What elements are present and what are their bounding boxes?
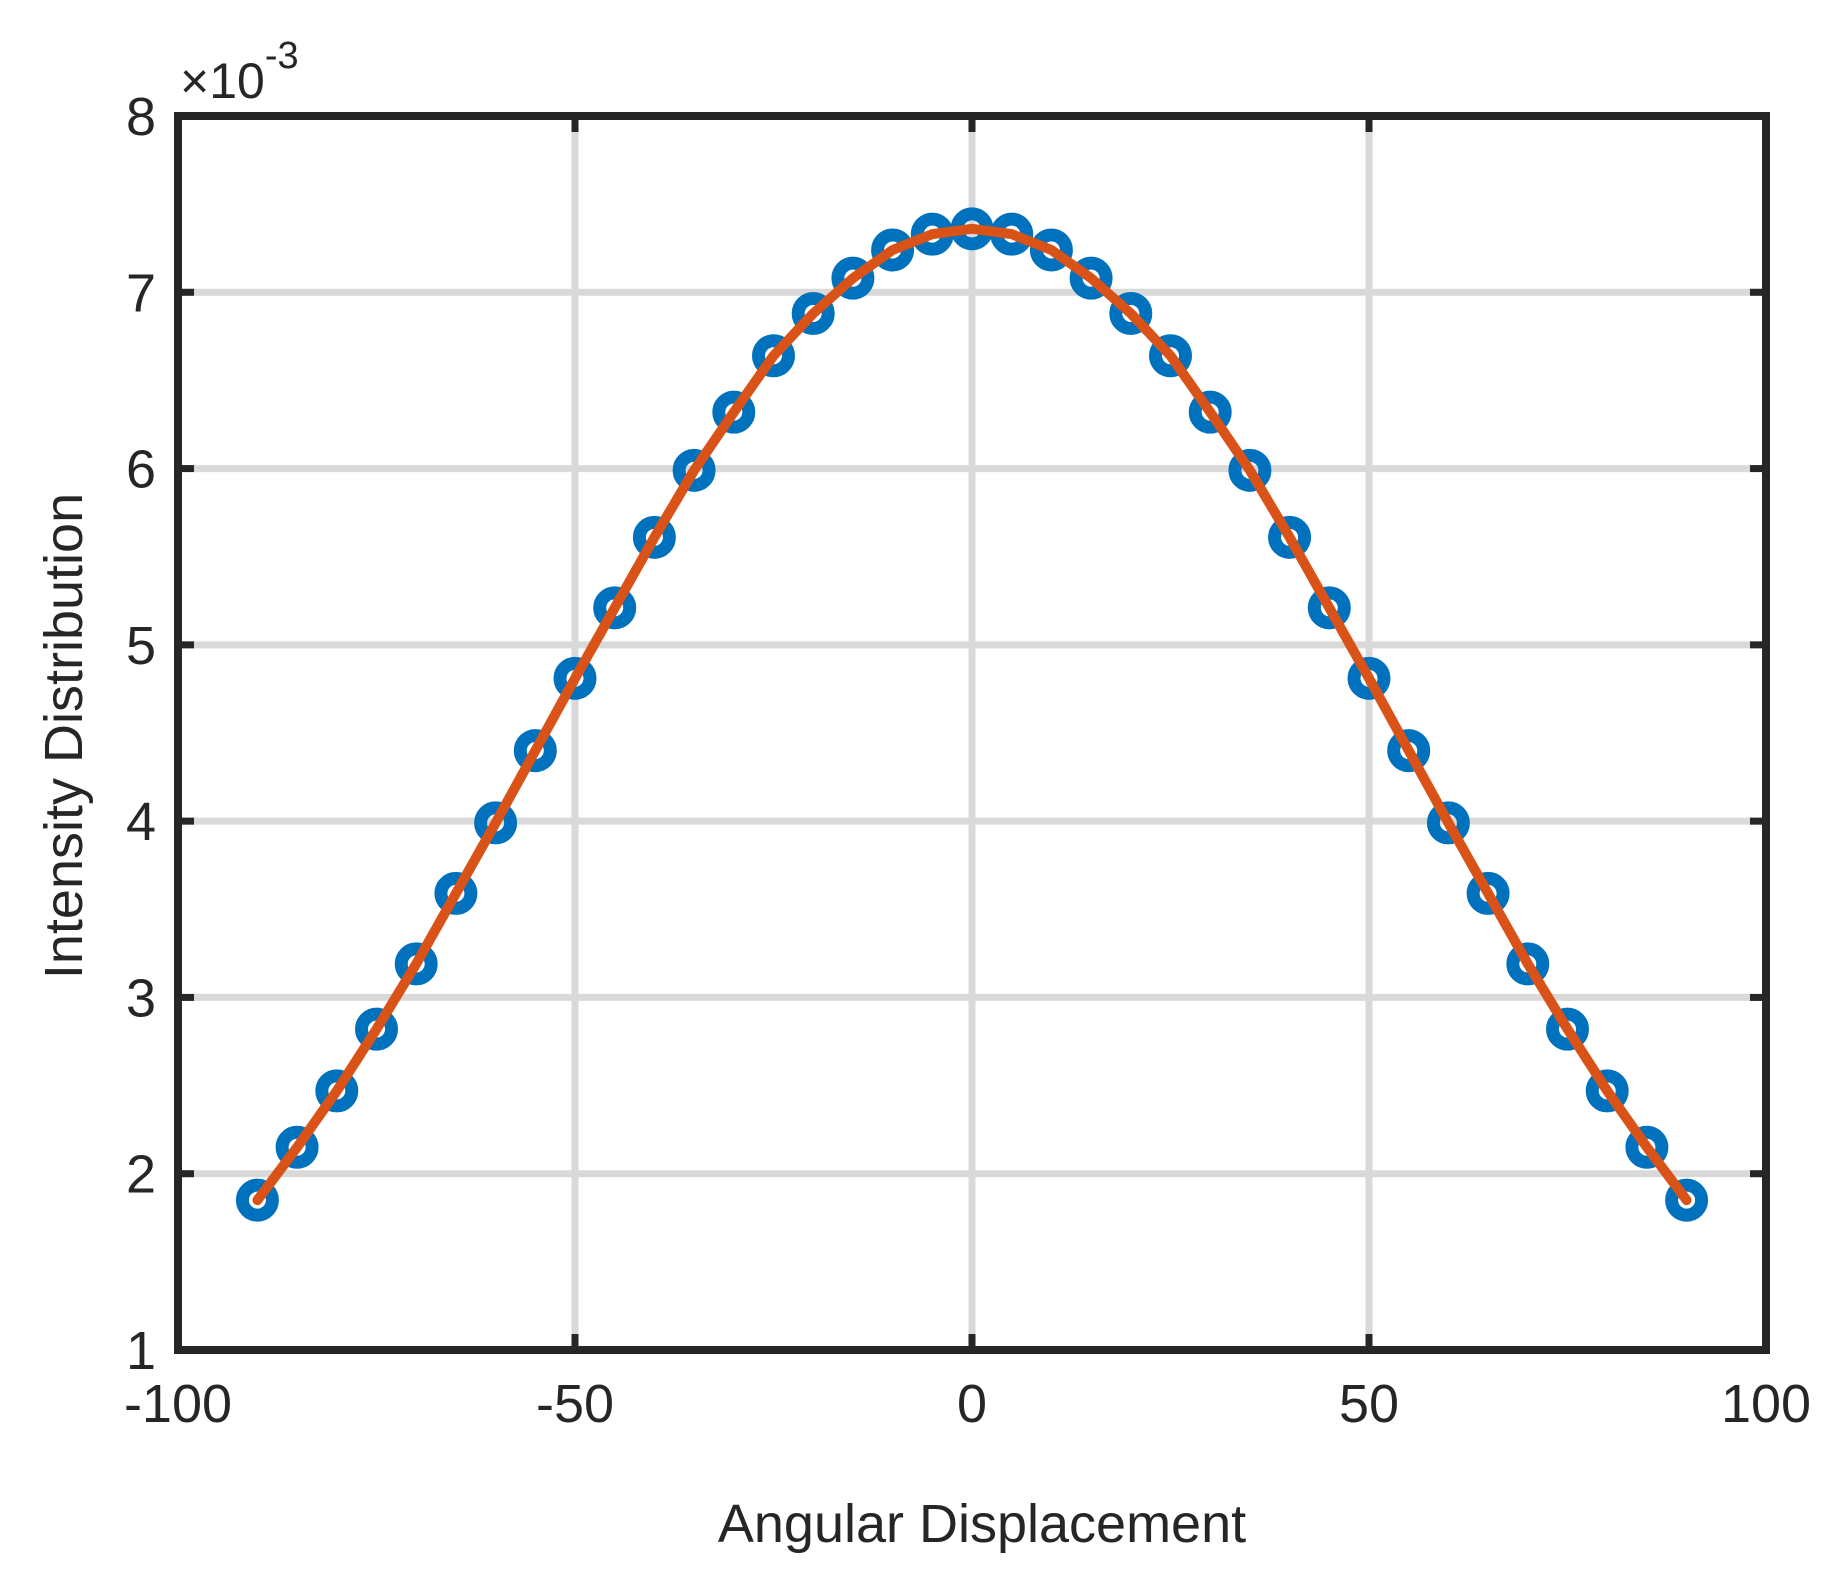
axes-box	[174, 112, 1770, 1354]
y-tick-label: 1	[126, 1321, 156, 1381]
data-point	[1029, 228, 1073, 272]
y-tick-label: 8	[126, 87, 156, 147]
data-point	[712, 390, 756, 434]
data-point	[1109, 291, 1153, 335]
data-point	[1506, 942, 1550, 986]
data-point	[791, 291, 835, 335]
y-exponent-power: -3	[265, 35, 299, 77]
fit-curve	[252, 223, 1692, 1206]
x-axis-label: Angular Displacement	[718, 1494, 1246, 1554]
data-point	[1268, 515, 1312, 559]
data-point	[1307, 586, 1351, 630]
data-point	[474, 801, 518, 845]
data-point	[1228, 448, 1272, 492]
data-point	[1149, 334, 1192, 378]
y-tick-label: 2	[126, 1145, 156, 1205]
data-point	[632, 515, 676, 559]
data-point	[1426, 801, 1470, 845]
data-point	[1387, 729, 1431, 773]
x-tick-label: 0	[957, 1374, 987, 1434]
data-point	[672, 448, 716, 492]
data-point	[1069, 256, 1113, 300]
y-tick-label: 7	[126, 263, 156, 323]
data-point	[1546, 1007, 1589, 1051]
x-tick-label: -50	[536, 1374, 614, 1434]
x-tick-label: 50	[1339, 1374, 1399, 1434]
data-point	[315, 1069, 359, 1113]
data-point	[871, 228, 915, 272]
data-point	[752, 334, 795, 378]
data-point	[831, 256, 875, 300]
data-point	[394, 942, 438, 986]
data-point	[1347, 656, 1391, 700]
y-tick-label: 4	[126, 792, 156, 852]
data-point	[1665, 1178, 1709, 1222]
y-tick-label: 3	[126, 968, 156, 1028]
data-point	[593, 586, 637, 630]
data-point	[513, 729, 557, 773]
y-axis-label: Intensity Distribution	[34, 493, 94, 979]
x-tick-label: 100	[1721, 1374, 1811, 1434]
y-exponent-label: ×10-3	[180, 35, 299, 109]
data-point	[1188, 390, 1232, 434]
data-point	[275, 1125, 319, 1169]
data-point	[235, 1178, 279, 1222]
axes-layer	[174, 112, 1770, 1354]
grid-layer	[178, 116, 1766, 1350]
x-tick-label: -100	[124, 1374, 232, 1434]
data-point	[553, 656, 597, 700]
y-tick-label: 6	[126, 440, 156, 500]
data-point	[355, 1007, 398, 1051]
y-tick-label: 5	[126, 616, 156, 676]
data-point	[1585, 1069, 1629, 1113]
data-point	[1466, 871, 1510, 915]
marker-layer	[235, 207, 1709, 1222]
data-point	[1625, 1125, 1669, 1169]
fit-layer	[252, 223, 1692, 1206]
label-layer: Angular Displacement Intensity Distribut…	[34, 35, 1811, 1554]
data-point	[434, 871, 478, 915]
y-exponent-base: ×10	[180, 53, 265, 109]
